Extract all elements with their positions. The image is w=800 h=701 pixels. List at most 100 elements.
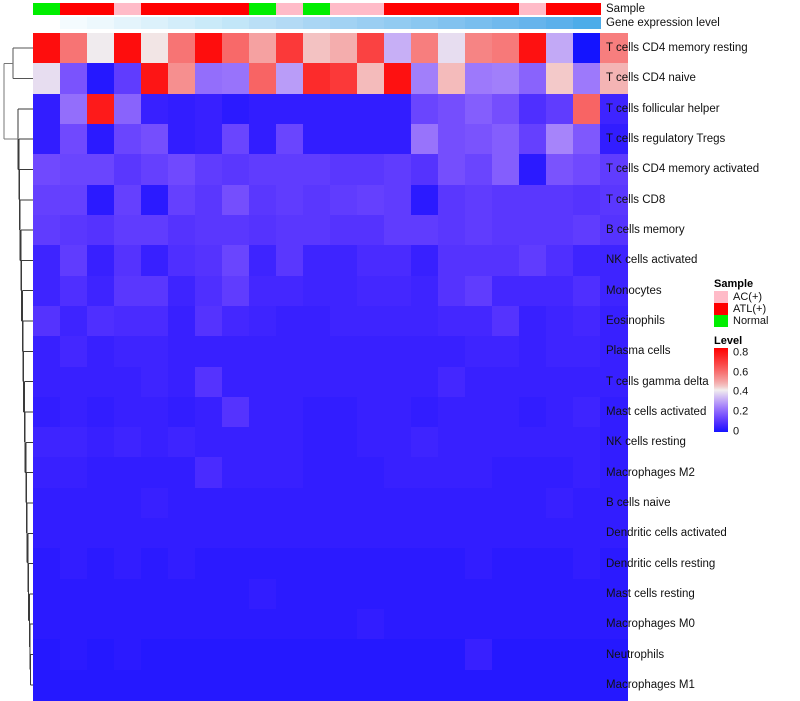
heatmap-cell [33, 245, 61, 277]
heatmap-cell [141, 669, 169, 701]
heatmap-cell [465, 33, 493, 64]
gene-expression-annotation-cell [195, 17, 223, 29]
heatmap-cell [384, 336, 412, 368]
heatmap-cell [249, 123, 277, 155]
gene-expression-annotation-cell [384, 17, 412, 29]
heatmap-cell [384, 457, 412, 489]
heatmap-cell [600, 245, 628, 277]
heatmap-cell [519, 305, 547, 337]
heatmap-cell [330, 669, 358, 701]
heatmap-cell [573, 33, 601, 64]
heatmap-cell [195, 548, 223, 580]
heatmap-cell [114, 33, 142, 64]
heatmap-cell [600, 33, 628, 64]
heatmap-cell [411, 336, 439, 368]
row-label-9: Eosinophils [606, 315, 665, 328]
sample-annotation-cell [222, 3, 250, 15]
heatmap-cell [546, 63, 574, 95]
heatmap-cell [384, 305, 412, 337]
heatmap-cell [546, 33, 574, 64]
heatmap-cell [465, 487, 493, 519]
heatmap-cell [546, 93, 574, 125]
heatmap-cell [573, 396, 601, 428]
heatmap-cell [411, 578, 439, 610]
heatmap-cell [222, 518, 250, 549]
heatmap-cell [195, 184, 223, 216]
heatmap-cell [141, 578, 169, 610]
heatmap-cell [600, 548, 628, 580]
heatmap-cell [195, 63, 223, 95]
sample-annotation-cell [33, 3, 61, 15]
heatmap-cell [222, 669, 250, 701]
heatmap-cell [384, 245, 412, 277]
heatmap-cell [60, 123, 88, 155]
heatmap-cell [330, 578, 358, 610]
heatmap-cell [411, 275, 439, 307]
heatmap-cell [33, 154, 61, 186]
gene-expression-annotation-cell [33, 17, 61, 29]
heatmap-cell [303, 669, 331, 701]
gene-expression-annotation-bar [33, 17, 601, 29]
heatmap-cell [249, 184, 277, 216]
heatmap-cell [303, 639, 331, 671]
heatmap-cell [33, 123, 61, 155]
row-label-11: T cells gamma delta [606, 375, 709, 388]
heatmap-cell [465, 93, 493, 125]
heatmap-cell [573, 578, 601, 610]
heatmap-cell [519, 336, 547, 368]
heatmap-cell [303, 123, 331, 155]
heatmap-cell [141, 305, 169, 337]
heatmap-cell [114, 123, 142, 155]
heatmap-cell [195, 427, 223, 459]
heatmap-cell [114, 639, 142, 671]
heatmap-cell [357, 336, 385, 368]
heatmap-cell [276, 457, 304, 489]
heatmap-cell [465, 366, 493, 398]
heatmap-cell [33, 63, 61, 95]
heatmap-cell [222, 275, 250, 307]
heatmap-cell [222, 366, 250, 398]
heatmap-cell [438, 305, 466, 337]
heatmap-cell [438, 275, 466, 307]
heatmap-cell [573, 154, 601, 186]
heatmap-cell [438, 366, 466, 398]
heatmap-cell [438, 336, 466, 368]
heatmap-cell [465, 609, 493, 640]
heatmap-cell [573, 63, 601, 95]
heatmap-cell [303, 609, 331, 640]
heatmap-cell [600, 366, 628, 398]
heatmap-cell [438, 245, 466, 277]
heatmap-cell [141, 366, 169, 398]
heatmap-cell [330, 275, 358, 307]
heatmap-cell [87, 154, 115, 186]
heatmap-cell [168, 518, 196, 549]
sample-annotation-cell [573, 3, 601, 15]
heatmap-cell [357, 214, 385, 246]
heatmap-cell [411, 609, 439, 640]
heatmap-cell [492, 214, 520, 246]
heatmap-cell [33, 487, 61, 519]
heatmap-cell [195, 457, 223, 489]
heatmap-cell [330, 93, 358, 125]
heatmap-cell [519, 427, 547, 459]
gene-expression-annotation-cell [87, 17, 115, 29]
heatmap-cell [87, 487, 115, 519]
heatmap-cell [330, 154, 358, 186]
heatmap-cell [168, 336, 196, 368]
heatmap-cell [249, 245, 277, 277]
heatmap-cell [384, 63, 412, 95]
heatmap-cell [276, 184, 304, 216]
heatmap-cell [519, 518, 547, 549]
heatmap-cell [114, 548, 142, 580]
heatmap-cell [168, 123, 196, 155]
heatmap-cell [519, 275, 547, 307]
sample-annotation-cell [492, 3, 520, 15]
heatmap-cell [303, 427, 331, 459]
level-legend-tick: 0.2 [733, 405, 749, 418]
heatmap-cell [492, 487, 520, 519]
heatmap-cell [492, 93, 520, 125]
heatmap-cell [114, 518, 142, 549]
heatmap-cell [222, 639, 250, 671]
heatmap-cell [357, 487, 385, 519]
row-label-7: NK cells activated [606, 254, 698, 267]
